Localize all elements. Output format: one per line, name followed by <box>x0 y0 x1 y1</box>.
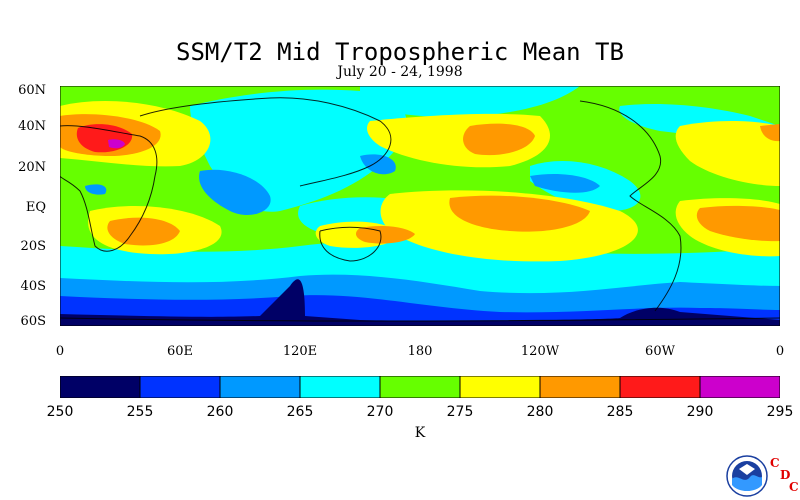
lat-label-eq: EQ <box>25 200 46 215</box>
legend-label-295: 295 <box>766 404 794 420</box>
band-280-285-natl <box>760 124 780 142</box>
band-260-265-north <box>530 174 600 193</box>
legend-label-280: 280 <box>526 404 554 420</box>
lon-label-60w: 60W <box>645 344 675 359</box>
lon-label-60e: 60E <box>166 344 194 359</box>
coastline-africa <box>60 125 158 252</box>
band-260-265-asia <box>199 169 271 216</box>
legend-swatch-260-265 <box>219 376 301 398</box>
band-260-265-small <box>85 184 107 195</box>
cdc-letter-c1: C <box>770 456 780 470</box>
lon-label-0: 0 <box>55 344 65 359</box>
band-290-295-peak <box>108 139 125 149</box>
band-250-255-south <box>60 279 780 326</box>
lon-label-120e: 120E <box>282 344 318 359</box>
chart-title: SSM/T2 Mid Tropospheric Mean TB <box>176 38 624 66</box>
legend-swatch-250-255 <box>60 376 141 398</box>
cdc-letter-d: D <box>780 468 791 482</box>
noaa-logo-icon <box>726 455 768 497</box>
chart-subtitle: July 20 - 24, 1998 <box>337 64 463 80</box>
band-260-265-pacific <box>360 154 396 175</box>
temperature-map <box>60 86 780 326</box>
coastline-america <box>579 100 682 312</box>
legend-swatch-270-275 <box>379 376 461 398</box>
band-280-285-pac-eq <box>449 195 590 232</box>
legend-swatch-255-260 <box>139 376 221 398</box>
lon-label-120w: 120W <box>520 344 560 359</box>
legend-label-285: 285 <box>606 404 634 420</box>
legend-unit: K <box>414 425 426 441</box>
coastline-australia <box>319 226 382 262</box>
legend-swatch-285-290 <box>619 376 701 398</box>
lat-label-60s: 60S <box>20 314 46 329</box>
coastline-eurasia <box>139 97 392 187</box>
legend-swatch-275-280 <box>459 376 541 398</box>
legend-label-275: 275 <box>446 404 474 420</box>
band-280-285-south-africa <box>107 217 180 246</box>
legend-label-290: 290 <box>686 404 714 420</box>
lon-label-0-east: 0 <box>775 344 785 359</box>
lat-label-60n: 60N <box>18 83 46 98</box>
legend-swatch-290-295 <box>699 376 780 398</box>
lat-label-40s: 40S <box>20 279 46 294</box>
band-280-285-indian <box>355 226 415 244</box>
legend-swatch-265-270 <box>299 376 381 398</box>
legend-swatch-280-285 <box>539 376 621 398</box>
legend-label-255: 255 <box>126 404 154 420</box>
legend-label-260: 260 <box>206 404 234 420</box>
legend-label-265: 265 <box>286 404 314 420</box>
lat-label-20n: 20N <box>18 160 46 175</box>
legend-label-270: 270 <box>366 404 394 420</box>
lat-label-40n: 40N <box>18 119 46 134</box>
band-275-280-atlantic <box>675 121 780 186</box>
band-265-270-npacific <box>360 86 580 118</box>
lat-label-20s: 20S <box>20 239 46 254</box>
band-280-285-npac <box>463 123 535 156</box>
band-280-285-atlantic <box>696 205 780 242</box>
legend-label-250: 250 <box>46 404 74 420</box>
lon-label-180: 180 <box>407 344 433 359</box>
coastline-antarctica <box>60 317 780 322</box>
cdc-letter-c2: C <box>789 480 799 494</box>
color-legend <box>60 376 780 398</box>
